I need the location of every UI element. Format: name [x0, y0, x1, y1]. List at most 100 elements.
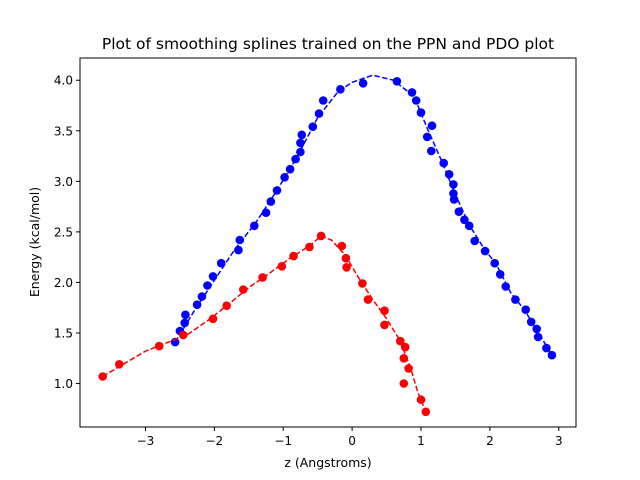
- data-point: [297, 130, 307, 140]
- data-point: [258, 273, 267, 282]
- data-point: [490, 258, 500, 268]
- data-point: [342, 263, 351, 272]
- data-point: [464, 221, 474, 231]
- data-point: [454, 207, 464, 216]
- data-point: [239, 285, 248, 294]
- data-point: [289, 251, 298, 261]
- data-point: [197, 292, 207, 301]
- data-point: [480, 246, 490, 256]
- data-point: [439, 158, 449, 168]
- data-point: [427, 121, 437, 130]
- data-point: [532, 324, 541, 334]
- data-point: [421, 407, 431, 417]
- data-point: [192, 300, 202, 310]
- data-point: [261, 208, 271, 217]
- y-axis: 1.0 1.5 2.0 2.5 3.0 3.5 4.0: [54, 74, 80, 391]
- data-point: [411, 96, 421, 105]
- data-point: [470, 236, 480, 246]
- y-tick-label: 2.0: [54, 276, 73, 290]
- data-point: [404, 364, 413, 373]
- x-tick-label: 0: [348, 434, 356, 448]
- data-point: [407, 88, 417, 97]
- x-tick-label: −2: [205, 434, 223, 448]
- x-axis: −3 −2 −1 0 1 2 3: [137, 427, 563, 448]
- data-point: [181, 310, 190, 320]
- data-point: [392, 77, 402, 86]
- y-tick-label: 3.0: [54, 175, 73, 189]
- x-tick-label: 1: [417, 434, 425, 448]
- data-point: [314, 109, 324, 118]
- data-point: [526, 317, 536, 327]
- data-point: [235, 235, 245, 245]
- plot-area: [98, 74, 557, 417]
- data-point: [542, 343, 551, 353]
- series-1: [170, 74, 557, 360]
- data-point: [179, 330, 188, 340]
- data-point: [416, 108, 426, 117]
- data-point: [400, 342, 410, 352]
- data-point: [380, 306, 389, 316]
- data-point: [115, 360, 124, 369]
- x-tick-label: 2: [486, 434, 494, 448]
- x-axis-label: z (Angstroms): [284, 455, 371, 470]
- y-tick-label: 3.5: [54, 124, 73, 138]
- data-point: [316, 231, 326, 241]
- y-tick-label: 4.0: [54, 74, 73, 88]
- data-point: [318, 96, 328, 105]
- data-point: [358, 279, 367, 288]
- y-tick-label: 1.5: [54, 326, 73, 340]
- data-point: [427, 146, 436, 156]
- data-point: [336, 85, 345, 94]
- data-point: [154, 341, 164, 351]
- data-point: [380, 320, 389, 330]
- data-point: [399, 379, 409, 388]
- data-point: [222, 301, 231, 311]
- data-point: [495, 270, 505, 279]
- data-point: [203, 281, 212, 290]
- data-point: [449, 195, 459, 204]
- data-point: [266, 197, 276, 206]
- data-point: [358, 79, 368, 88]
- data-point: [285, 164, 295, 174]
- data-point: [501, 282, 511, 291]
- data-point: [308, 122, 318, 131]
- data-point: [521, 305, 530, 315]
- chart-title: Plot of smoothing splines trained on the…: [102, 35, 554, 53]
- data-point: [291, 154, 300, 164]
- data-point: [296, 147, 305, 157]
- data-point: [460, 215, 469, 225]
- data-point: [444, 170, 454, 179]
- data-point: [234, 245, 243, 255]
- y-tick-label: 2.5: [54, 225, 73, 239]
- x-tick-label: −3: [137, 434, 155, 448]
- data-point: [280, 173, 289, 182]
- data-point: [396, 336, 405, 346]
- data-point: [449, 180, 458, 189]
- data-point: [208, 272, 218, 281]
- axes-frame: [79, 57, 577, 428]
- series-2: [98, 231, 431, 417]
- data-point: [341, 253, 351, 263]
- y-axis-label: Energy (kcal/mol): [27, 187, 42, 297]
- data-point: [305, 242, 314, 252]
- data-point: [547, 350, 557, 360]
- data-point: [337, 241, 347, 251]
- x-tick-label: −1: [274, 434, 292, 448]
- data-point: [296, 138, 305, 148]
- x-tick-label: 3: [555, 434, 563, 448]
- data-point: [98, 372, 107, 381]
- data-point: [399, 354, 409, 363]
- data-point: [180, 318, 189, 328]
- data-point: [416, 395, 426, 405]
- data-point: [422, 132, 432, 142]
- data-point: [272, 186, 282, 195]
- y-tick-label: 1.0: [54, 377, 73, 391]
- data-point: [511, 295, 520, 304]
- data-point: [250, 221, 259, 231]
- data-point: [216, 258, 226, 268]
- data-point: [208, 314, 218, 324]
- data-point: [277, 262, 287, 271]
- data-point: [533, 332, 543, 342]
- data-point: [363, 295, 373, 304]
